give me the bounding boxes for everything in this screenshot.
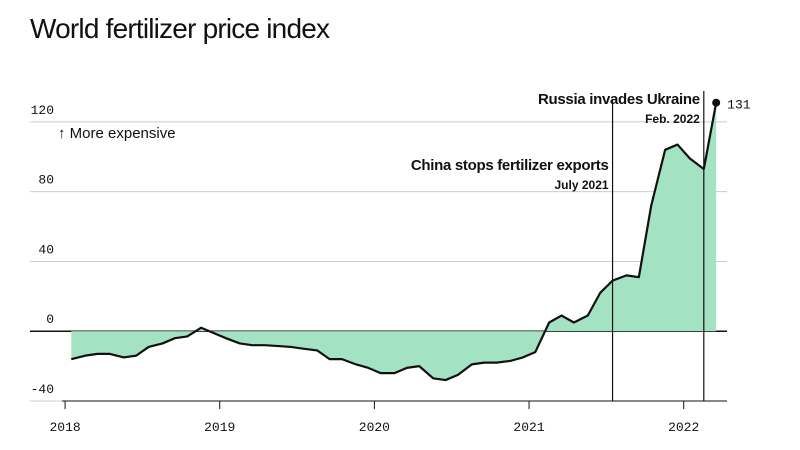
x-tick-label: 2019: [204, 420, 235, 435]
y-tick-label: -40: [31, 382, 54, 397]
x-tick-label: 2020: [359, 420, 390, 435]
chart-title: World fertilizer price index: [30, 13, 330, 44]
y-note: ↑ More expensive: [58, 125, 176, 142]
y-tick-label: 80: [38, 173, 54, 188]
y-tick-label: 40: [38, 242, 54, 257]
y-tick-label: 0: [46, 312, 54, 327]
area: [71, 102, 717, 381]
end-label: 131: [727, 98, 751, 113]
x-tick-label: 2018: [49, 420, 80, 435]
annotation-label: Russia invades Ukraine: [538, 91, 700, 108]
y-tick-label: 120: [31, 103, 54, 118]
annotation-label: China stops fertilizer exports: [411, 157, 609, 174]
annotation-sublabel: Feb. 2022: [645, 112, 700, 126]
annotation-sublabel: July 2021: [555, 178, 609, 192]
end-dot: [712, 98, 721, 107]
x-tick-label: 2022: [668, 420, 699, 435]
line: [71, 102, 718, 382]
x-tick-label: 2021: [513, 420, 544, 435]
